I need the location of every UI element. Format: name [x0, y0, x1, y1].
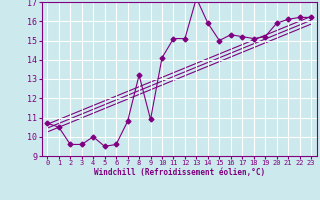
X-axis label: Windchill (Refroidissement éolien,°C): Windchill (Refroidissement éolien,°C) [94, 168, 265, 177]
